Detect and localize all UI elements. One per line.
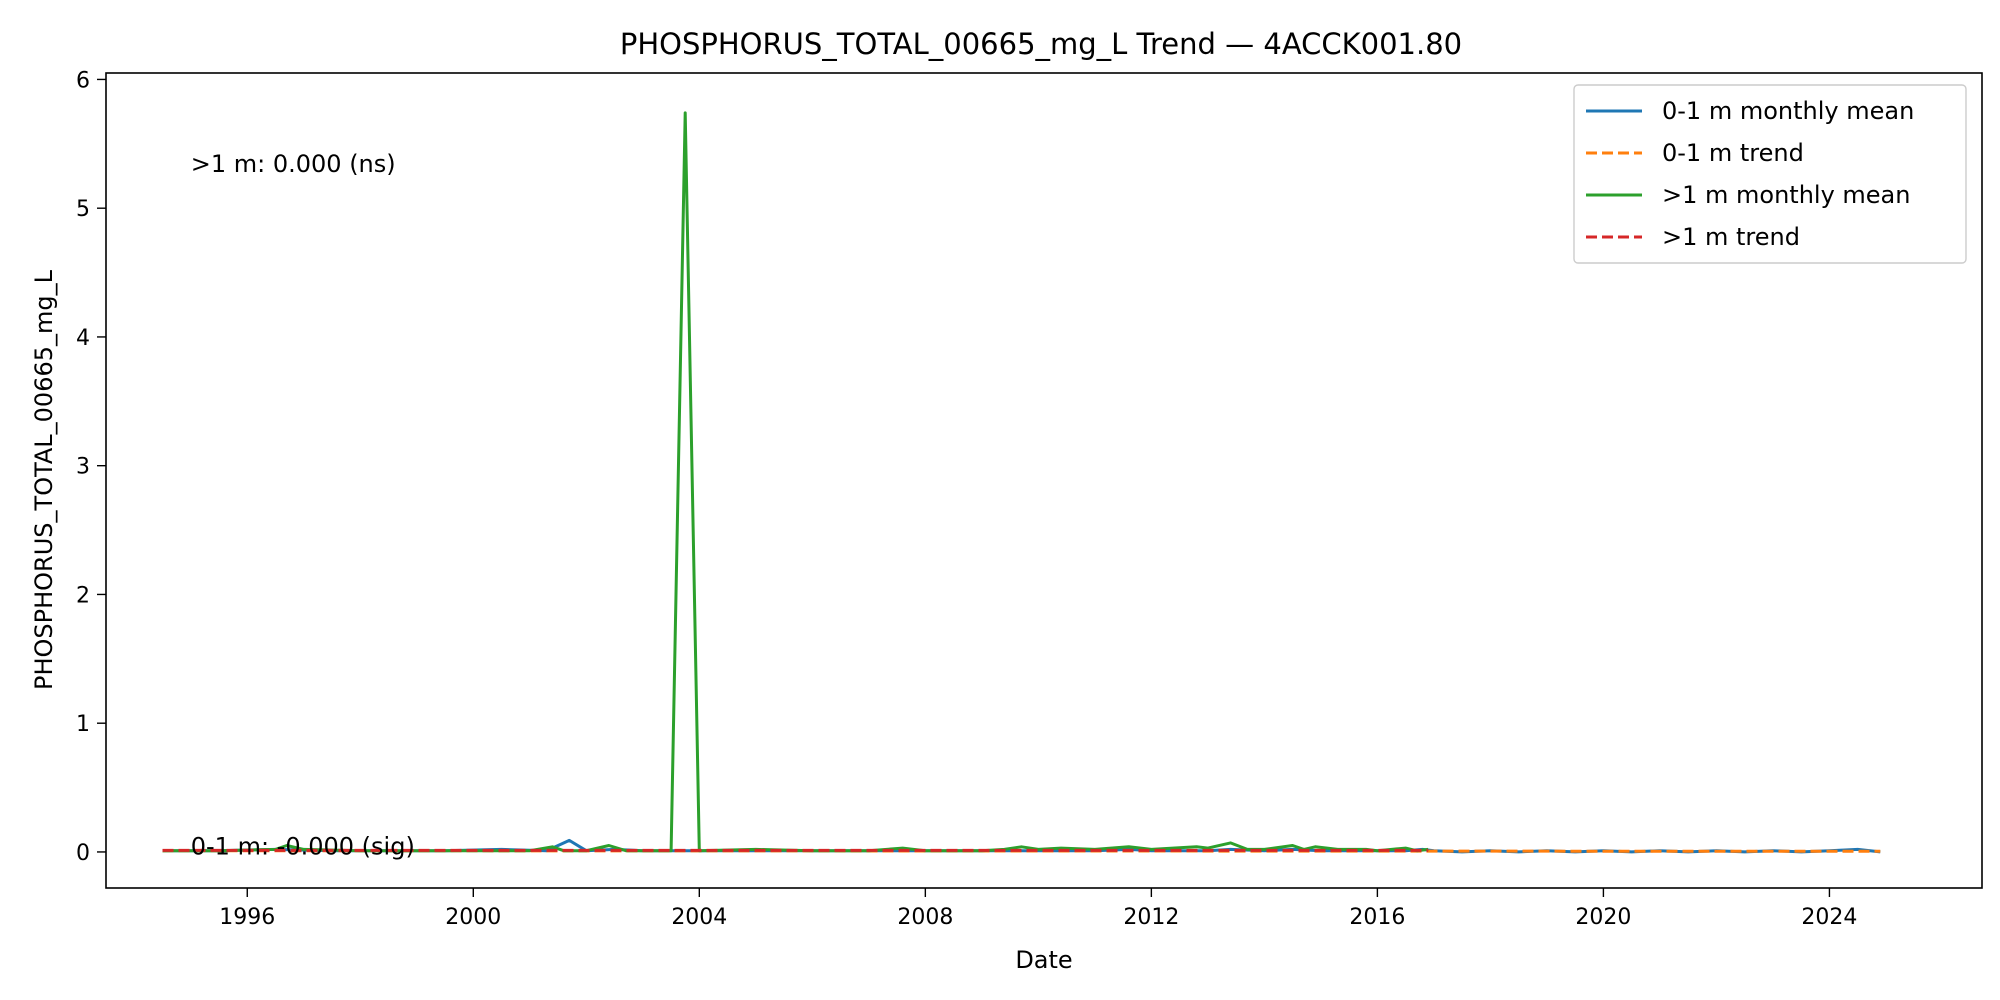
- y-tick-label: 5: [76, 197, 90, 222]
- x-axis: 1996 2000 2004 2008 2012 2016 2020 2024: [219, 888, 1857, 930]
- y-tick-label: 1: [76, 712, 90, 737]
- annotation-text: >1 m: 0.000 (ns): [191, 150, 396, 178]
- series-line-3: [162, 111, 1429, 853]
- chart-title: PHOSPHORUS_TOTAL_00665_mg_L Trend — 4ACC…: [620, 27, 1462, 61]
- plot-frame: [105, 72, 1983, 889]
- x-tick-label: 2012: [1123, 905, 1179, 930]
- x-tick-label: 2008: [897, 905, 953, 930]
- legend-label: >1 m trend: [1662, 223, 1800, 251]
- x-tick-label: 2016: [1349, 905, 1405, 930]
- annotations: >1 m: 0.000 (ns) 0-1 m: -0.000 (sig): [191, 150, 415, 860]
- legend-label: 0-1 m trend: [1662, 139, 1804, 167]
- x-tick-label: 1996: [219, 905, 275, 930]
- legend-label: 0-1 m monthly mean: [1662, 97, 1914, 125]
- series-layer: [162, 111, 1881, 854]
- legend: 0-1 m monthly mean 0-1 m trend >1 m monthl…: [1573, 84, 1967, 264]
- y-tick-label: 0: [76, 841, 90, 866]
- x-tick-label: 2024: [1801, 905, 1857, 930]
- legend-box: [1573, 84, 1967, 264]
- x-axis-label: Date: [1015, 946, 1072, 974]
- y-tick-label: 2: [76, 583, 90, 608]
- x-tick-label: 2004: [671, 905, 727, 930]
- legend-label: >1 m monthly mean: [1662, 181, 1910, 209]
- x-tick-label: 2000: [445, 905, 501, 930]
- y-axis-label: PHOSPHORUS_TOTAL_00665_mg_L: [30, 269, 58, 690]
- y-tick-label: 6: [76, 68, 90, 93]
- y-tick-label: 3: [76, 455, 90, 480]
- x-tick-label: 2020: [1575, 905, 1631, 930]
- y-tick-label: 4: [76, 326, 90, 351]
- y-axis: 0 1 2 3 4 5 6: [76, 68, 106, 866]
- annotation-text: 0-1 m: -0.000 (sig): [191, 833, 415, 861]
